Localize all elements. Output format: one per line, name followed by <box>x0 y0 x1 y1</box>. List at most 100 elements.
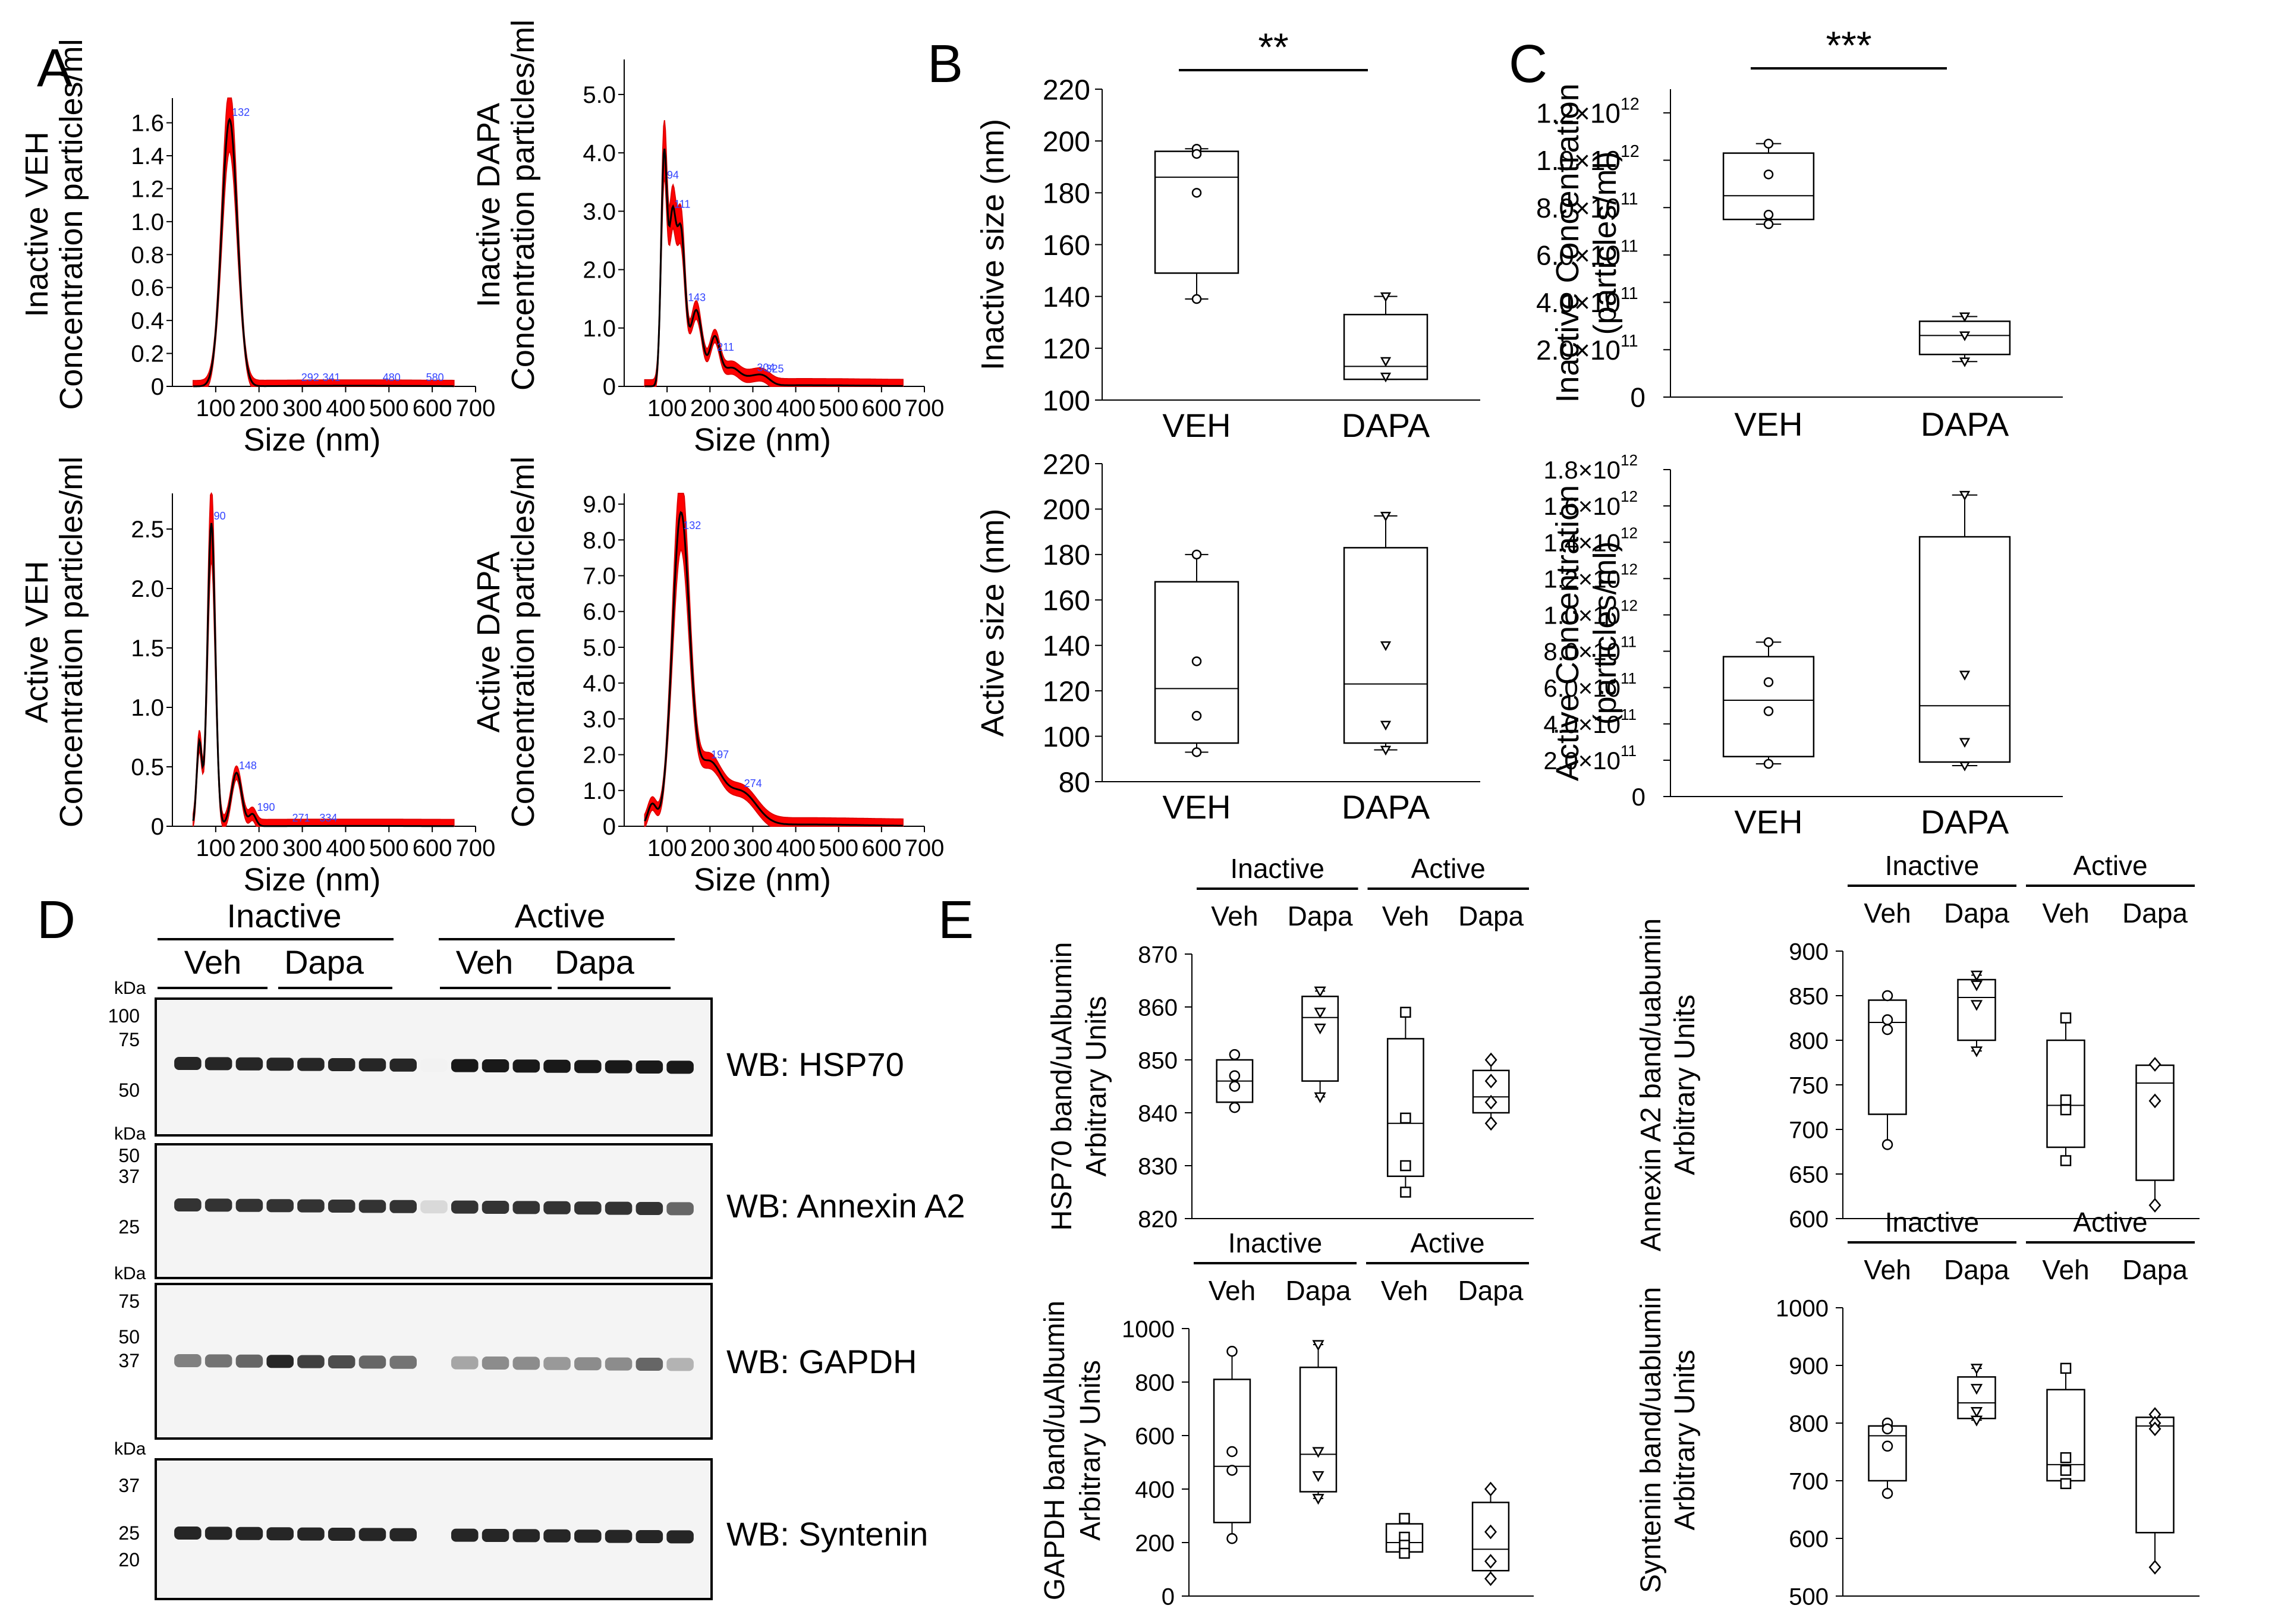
c1-point-triangle <box>1959 331 1971 341</box>
b2-ytick-label: 220 <box>1043 449 1090 480</box>
e3-chart: 0 200 400 600 800 1000 Inactive Active Veh Dapa Ve… <box>1039 1228 1534 1610</box>
e4-box-inactive-dapa <box>1957 1364 1996 1427</box>
a2-xtick-label: 300 <box>733 395 773 421</box>
a1-ytick-label: 1.6 <box>131 111 164 137</box>
blot-band <box>543 1529 571 1543</box>
e2-point-circle <box>1881 1139 1893 1150</box>
e2-ytick-label: 700 <box>1789 1117 1829 1143</box>
panel-letter-d: D <box>37 890 75 950</box>
c1-ytick-exponent: 12 <box>1621 142 1640 161</box>
e1-point-circle <box>1229 1081 1241 1092</box>
b2-ytick-label: 200 <box>1043 495 1090 526</box>
a1-xtick-label: 300 <box>282 395 322 421</box>
panel-letter-b: B <box>927 34 963 94</box>
e2-header-subgroup: Dapa <box>2122 898 2188 929</box>
e3-ytick-label: 200 <box>1135 1530 1175 1556</box>
a1-peak-label: 132 <box>232 106 250 118</box>
blot-band <box>174 1527 202 1540</box>
a4-xtick-label: 100 <box>647 835 687 861</box>
a4-ytick-label: 1.0 <box>583 778 616 804</box>
c1-box-rect <box>1918 320 2011 355</box>
e1-point-triangle <box>1314 1023 1326 1035</box>
e1-ytick-label: 850 <box>1138 1047 1178 1074</box>
a4-ytick-label: 6.0 <box>583 599 616 625</box>
c2-ytick-exponent: 12 <box>1621 560 1638 578</box>
a3-error-band <box>193 492 455 827</box>
e1-point-diamond <box>1484 1116 1497 1131</box>
blot-band <box>389 1058 417 1072</box>
e1-header-group: Active <box>1411 853 1486 884</box>
e2-box-rect <box>2135 1064 2175 1181</box>
blot-band <box>574 1060 602 1074</box>
blot-band <box>574 1529 602 1543</box>
blot-band <box>666 1202 694 1216</box>
e4-point-square <box>2060 1362 2072 1374</box>
e4-box-active-dapa <box>2135 1407 2175 1575</box>
c1-ylabel-line1: Inactive Concentration <box>1550 83 1585 402</box>
c2-ytick-exponent: 12 <box>1621 451 1638 469</box>
blot-marker-label: 75 <box>118 1029 140 1050</box>
b1-point-triangle <box>1380 372 1392 383</box>
a2-ytick-label: 3.0 <box>583 199 616 225</box>
a4-ytick-label: 9.0 <box>583 492 616 518</box>
e1-ylabel-line2: Arbitrary Units <box>1081 996 1112 1176</box>
c2-category-label: DAPA <box>1921 803 2009 841</box>
b1-box-dapa <box>1343 292 1429 383</box>
e3-header-group: Active <box>1410 1228 1484 1258</box>
blot-band <box>482 1059 509 1072</box>
e4-ytick-label: 800 <box>1789 1411 1829 1437</box>
blot-band <box>204 1527 232 1540</box>
e4-chart: 500 600 700 800 900 1000 Inactive Active Veh Dapa… <box>1635 1207 2200 1610</box>
wb-header-subgroup: Veh <box>456 943 514 981</box>
blot-band <box>482 1357 509 1370</box>
blot-band <box>635 1530 663 1543</box>
blot-band <box>666 1358 694 1371</box>
e2-header-group: Active <box>2073 850 2147 881</box>
e4-header-subgroup: Veh <box>2042 1254 2089 1285</box>
e1-point-diamond <box>1484 1094 1497 1110</box>
b1-category-label: VEH <box>1162 407 1231 444</box>
e3-header-subgroup: Veh <box>1209 1275 1256 1306</box>
e4-box-rect <box>1957 1376 1996 1420</box>
a2-peak-label: 211 <box>717 341 734 353</box>
c1-ytick-exponent: 11 <box>1621 284 1638 303</box>
b1-ytick-label: 200 <box>1043 126 1090 158</box>
a2-peak-label: 111 <box>674 198 690 210</box>
a2-xtick-label: 400 <box>776 395 816 421</box>
blot-band <box>451 1356 479 1370</box>
e2-box-active-dapa <box>2135 1057 2175 1213</box>
a1-xtick-label: 200 <box>239 395 279 421</box>
c1-ytick-label: 1.0×10 <box>1536 145 1621 176</box>
e3-point-triangle <box>1312 1471 1324 1483</box>
a3-ylabel-line1: Active VEH <box>19 561 55 723</box>
e2-point-circle <box>1881 1014 1893 1025</box>
a2-xtick-label: 100 <box>647 395 687 421</box>
blot-band <box>235 1198 263 1212</box>
b2-box-veh <box>1154 549 1239 757</box>
blot-band <box>328 1058 355 1071</box>
blot-band <box>358 1528 386 1541</box>
c1-ytick-label: 4.0×10 <box>1536 287 1621 318</box>
e4-box-inactive-veh <box>1868 1417 1907 1499</box>
a4-xtick-label: 700 <box>905 835 945 861</box>
b1-ytick-label: 100 <box>1043 385 1090 417</box>
blot-band <box>605 1357 633 1371</box>
a3-peak-label: 271 <box>292 812 310 824</box>
b2-ytick-label: 80 <box>1059 767 1090 798</box>
e3-point-circle <box>1226 1465 1238 1476</box>
blot-band <box>512 1201 540 1214</box>
blot-band <box>266 1199 294 1213</box>
c2-ytick-label: 0 <box>1632 783 1645 811</box>
e1-point-triangle <box>1314 1092 1326 1103</box>
c2-ytick-label: 8.0×10 <box>1543 638 1621 666</box>
a2-ylabel-line1: Inactive DAPA <box>471 103 506 307</box>
c1-category-label: VEH <box>1734 405 1802 443</box>
a3-ytick-label: 0.5 <box>131 754 164 780</box>
panel-e-quantification-boxplots: 820 830 840 850 860 870 Inactive Active Veh Dapa V… <box>1039 850 2200 1610</box>
a4-ytick-label: 7.0 <box>583 563 616 589</box>
e3-header-subgroup: Dapa <box>1286 1275 1351 1306</box>
c1-ytick-label: 0 <box>1630 382 1645 413</box>
a2-peak-label: 325 <box>766 363 784 374</box>
e3-ylabel-line2: Arbitrary Units <box>1075 1360 1106 1541</box>
